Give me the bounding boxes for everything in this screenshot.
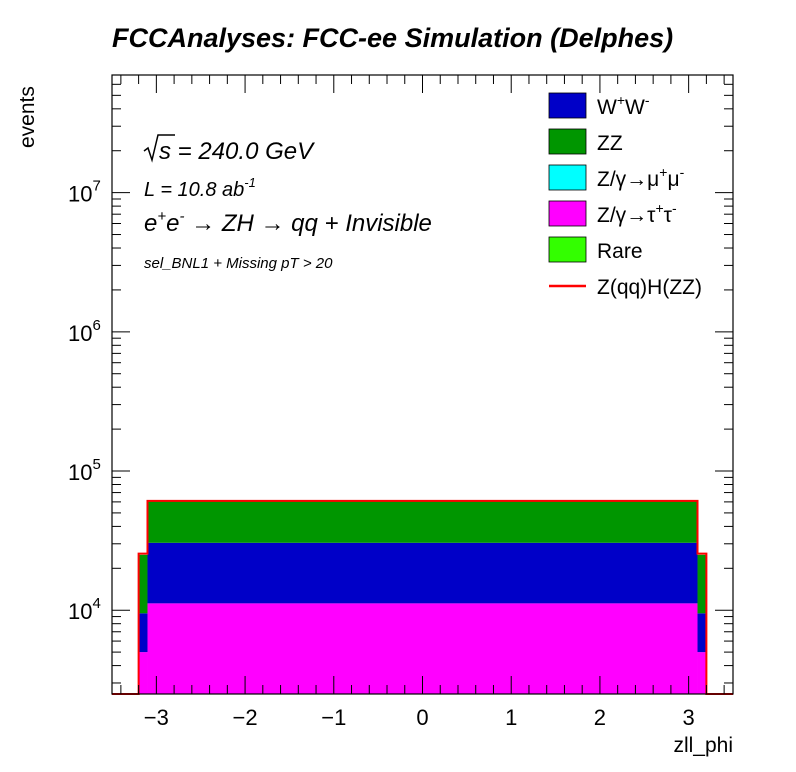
legend-swatch-1: [548, 128, 587, 155]
x-tick-label: 1: [505, 705, 517, 730]
annotation-process: e+e- → ZH → qq + Invisible: [144, 208, 432, 237]
legend-superscript: +: [617, 92, 625, 108]
lumi-text: L = 10.8 ab: [144, 179, 244, 201]
legend-superscript: +: [659, 164, 667, 180]
bar-series-1-bin-2: [697, 613, 707, 653]
legend-swatch-3: [548, 200, 587, 227]
svg-text:s = 240.0 GeV: s = 240.0 GeV: [159, 138, 315, 165]
y-tick-base: 10: [68, 460, 92, 485]
y-tick-base: 10: [68, 182, 92, 207]
process-e1: e: [144, 210, 157, 237]
process-plus: +: [157, 208, 166, 225]
bar-series-2-bin-2: [697, 554, 707, 614]
y-tick-label: 106: [68, 317, 101, 346]
x-tick-label: 3: [683, 705, 695, 730]
histogram-stack: [138, 500, 707, 694]
legend-text: Rare: [597, 240, 643, 263]
process-minus: -: [179, 208, 184, 225]
annotation-sqrt-s: s = 240.0 GeV: [143, 134, 315, 165]
bar-series-2-bin-0: [138, 554, 148, 614]
y-tick-label: 105: [68, 456, 101, 485]
y-tick-exponent: 6: [92, 317, 100, 334]
y-tick-exponent: 7: [92, 178, 100, 195]
bar-series-1-bin-0: [138, 613, 148, 653]
bar-series-1-bin-1: [147, 542, 698, 604]
x-tick-label: −2: [233, 705, 258, 730]
legend-text: W: [625, 96, 645, 119]
sqrt-s-symbol: s: [159, 138, 171, 165]
legend-text: μ: [667, 168, 679, 191]
x-tick-label: 2: [594, 705, 606, 730]
x-tick-label: −3: [144, 705, 169, 730]
x-tick-label: −1: [321, 705, 346, 730]
legend-superscript: -: [672, 200, 677, 216]
signal-histogram-line: [112, 499, 733, 695]
legend-swatch-2: [548, 164, 587, 191]
bar-series-0-bin-0: [138, 652, 148, 694]
bar-series-0-bin-2: [697, 652, 707, 694]
legend-label-2: Z/γ→μ+μ-: [597, 164, 685, 191]
legend-superscript: -: [645, 92, 650, 108]
process-e2: e: [166, 210, 179, 237]
y-tick-exponent: 4: [92, 595, 100, 612]
chart-title: FCCAnalyses: FCC-ee Simulation (Delphes): [112, 23, 673, 53]
legend-label-0: W+W-: [597, 92, 650, 119]
legend-text: Z/γ→τ: [597, 204, 656, 227]
lumi-exponent: -1: [244, 175, 256, 190]
y-tick-label: 107: [68, 178, 101, 207]
annotation-selection: sel_BNL1 + Missing pT > 20: [144, 255, 333, 272]
legend-swatch-0: [548, 92, 587, 119]
x-tick-label: 0: [416, 705, 428, 730]
y-tick-exponent: 5: [92, 456, 100, 473]
legend-text: τ: [664, 204, 673, 227]
y-tick-label: 104: [68, 595, 101, 624]
process-rest: → ZH → qq + Invisible: [184, 210, 431, 237]
legend-superscript: +: [655, 200, 663, 216]
legend-label-3: Z/γ→τ+τ-: [597, 200, 677, 227]
sqrt-s-value: = 240.0 GeV: [171, 138, 315, 165]
legend-text: ZZ: [597, 132, 623, 155]
legend-swatch-4: [548, 236, 587, 263]
x-axis: −3 −2 −1 0 1 2 3: [120, 75, 725, 730]
y-axis-label: events: [16, 86, 39, 148]
sqrt-symbol: [143, 134, 175, 163]
legend-superscript: -: [680, 164, 685, 180]
legend-label-1: ZZ: [597, 132, 623, 155]
y-tick-base: 10: [68, 599, 92, 624]
y-tick-base: 10: [68, 321, 92, 346]
legend-text: W: [597, 96, 617, 119]
legend-text: Z/γ→μ: [597, 168, 659, 191]
legend-label-4: Rare: [597, 240, 643, 263]
x-axis-label: zll_phi: [673, 734, 733, 757]
legend-text: Z(qq)H(ZZ): [597, 276, 702, 299]
annotation-luminosity: L = 10.8 ab-1: [144, 175, 256, 201]
bar-series-2-bin-1: [147, 500, 698, 543]
legend-label-5: Z(qq)H(ZZ): [597, 276, 702, 299]
